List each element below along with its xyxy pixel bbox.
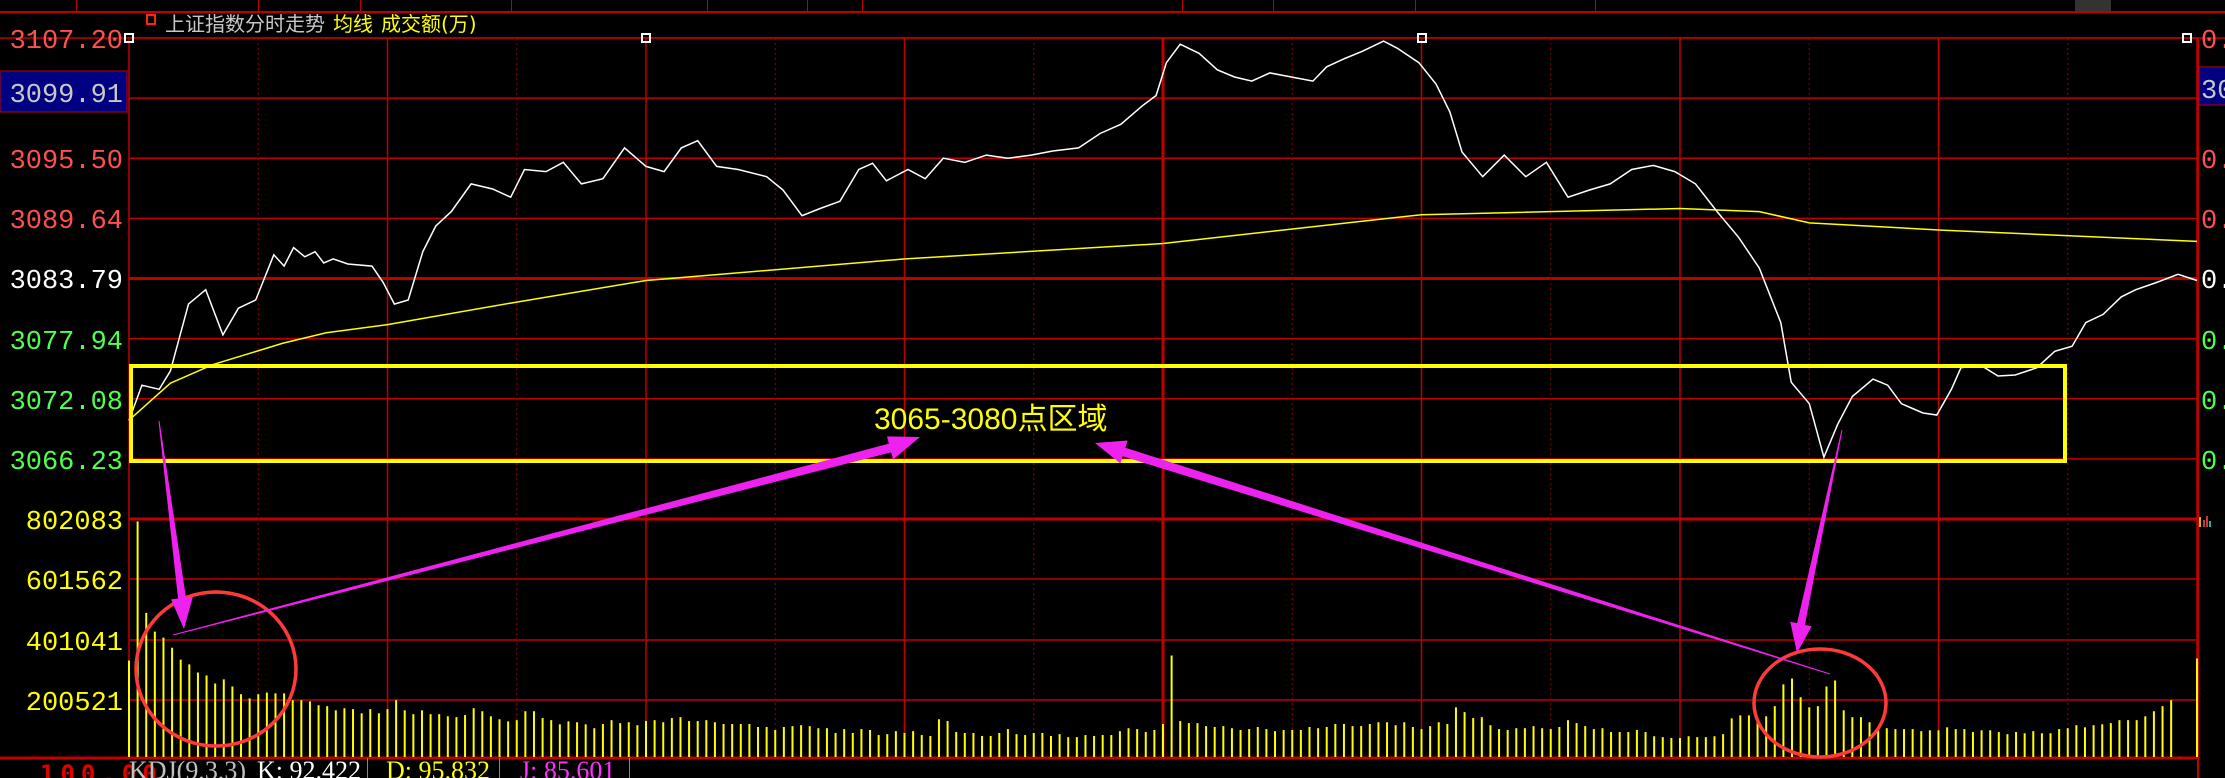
percent-axis-label: 0. — [2201, 328, 2225, 358]
index-name: 上证指数分时走势 — [165, 12, 325, 36]
price-axis-label: 3072.08 — [10, 388, 123, 418]
kdj-axis-label: 100.00 — [40, 764, 163, 778]
toolbar-divider — [511, 0, 512, 11]
kdj-k-value: K: 92.422 — [257, 758, 361, 778]
price-axis-label: 3107.20 — [10, 27, 123, 57]
toolbar-divider — [862, 0, 863, 11]
kdj-d-value: D: 95.832 — [386, 758, 490, 778]
time-marker-icon — [641, 33, 651, 43]
price-axis-label: 3066.23 — [10, 448, 123, 478]
toolbar-divider — [1415, 0, 1416, 11]
cursor-price-box — [0, 70, 128, 113]
annotation-arrow — [158, 420, 193, 629]
toolbar-divider — [258, 0, 259, 11]
zone-annotation-label: 3065-3080点区域 — [874, 403, 1108, 436]
avg-line-legend: 均线 — [333, 12, 373, 36]
price-axis-label: 3089.64 — [10, 207, 123, 237]
volume-axis-label: 601562 — [26, 568, 123, 598]
kdj-j-value: J: 85.601 — [520, 758, 616, 778]
kdj-separator — [499, 758, 500, 778]
annotation-arrow — [1790, 429, 1843, 653]
price-axis-label: 3083.79 — [10, 267, 123, 297]
toolbar-divider — [360, 0, 361, 11]
cursor-percent-value: 30 — [2201, 77, 2225, 107]
volume-circle-left — [134, 590, 298, 748]
percent-axis-label: 0. — [2201, 388, 2225, 418]
average-price-line — [128, 207, 2198, 421]
zone-highlight-box — [129, 364, 2067, 463]
percent-axis-label: 0. — [2201, 147, 2225, 177]
volume-legend: 成交额(万) — [381, 12, 477, 36]
toolbar-divider — [807, 0, 808, 11]
volume-axis-label: 200521 — [26, 689, 123, 719]
toolbar-divider — [1273, 0, 1274, 11]
percent-axis-label: 0. — [2201, 207, 2225, 237]
annotation-arrow — [172, 436, 921, 636]
percent-axis-label: 0. — [2201, 448, 2225, 478]
toolbar-divider — [1182, 0, 1183, 11]
toolbar-divider — [707, 0, 708, 11]
time-marker-icon — [1417, 33, 1427, 43]
time-marker-icon — [124, 33, 134, 43]
toolbar-button[interactable] — [2075, 0, 2111, 11]
kdj-indicator-row: KDJ(9,3,3) K: 92.422 D: 95.832 J: 85.601 — [129, 758, 729, 778]
cursor-price-value: 3099.91 — [10, 81, 123, 111]
top-toolbar — [0, 0, 2225, 13]
kdj-name[interactable]: KDJ(9,3,3) — [129, 758, 246, 778]
price-axis-label: 3077.94 — [10, 328, 123, 358]
time-marker-icon — [2182, 33, 2192, 43]
volume-axis-label: 802083 — [26, 508, 123, 538]
kdj-separator — [629, 758, 630, 778]
cursor-percent-box — [2198, 66, 2225, 106]
kdj-separator — [367, 758, 368, 778]
volume-axis-label: 401041 — [26, 629, 123, 659]
annotation-arrow — [1095, 440, 1831, 675]
price-axis-label: 3095.50 — [10, 147, 123, 177]
price-line — [128, 40, 2198, 460]
volume-circle-right — [1752, 647, 1888, 759]
percent-axis-label: 0. — [2201, 267, 2225, 297]
chart-title: 上证指数分时走势 均线 成交额(万) — [165, 12, 477, 36]
stock-marker-icon — [146, 14, 156, 25]
percent-axis-label: 0. — [2201, 27, 2225, 57]
toolbar-divider — [76, 0, 77, 11]
toolbar-divider — [1595, 0, 1596, 11]
